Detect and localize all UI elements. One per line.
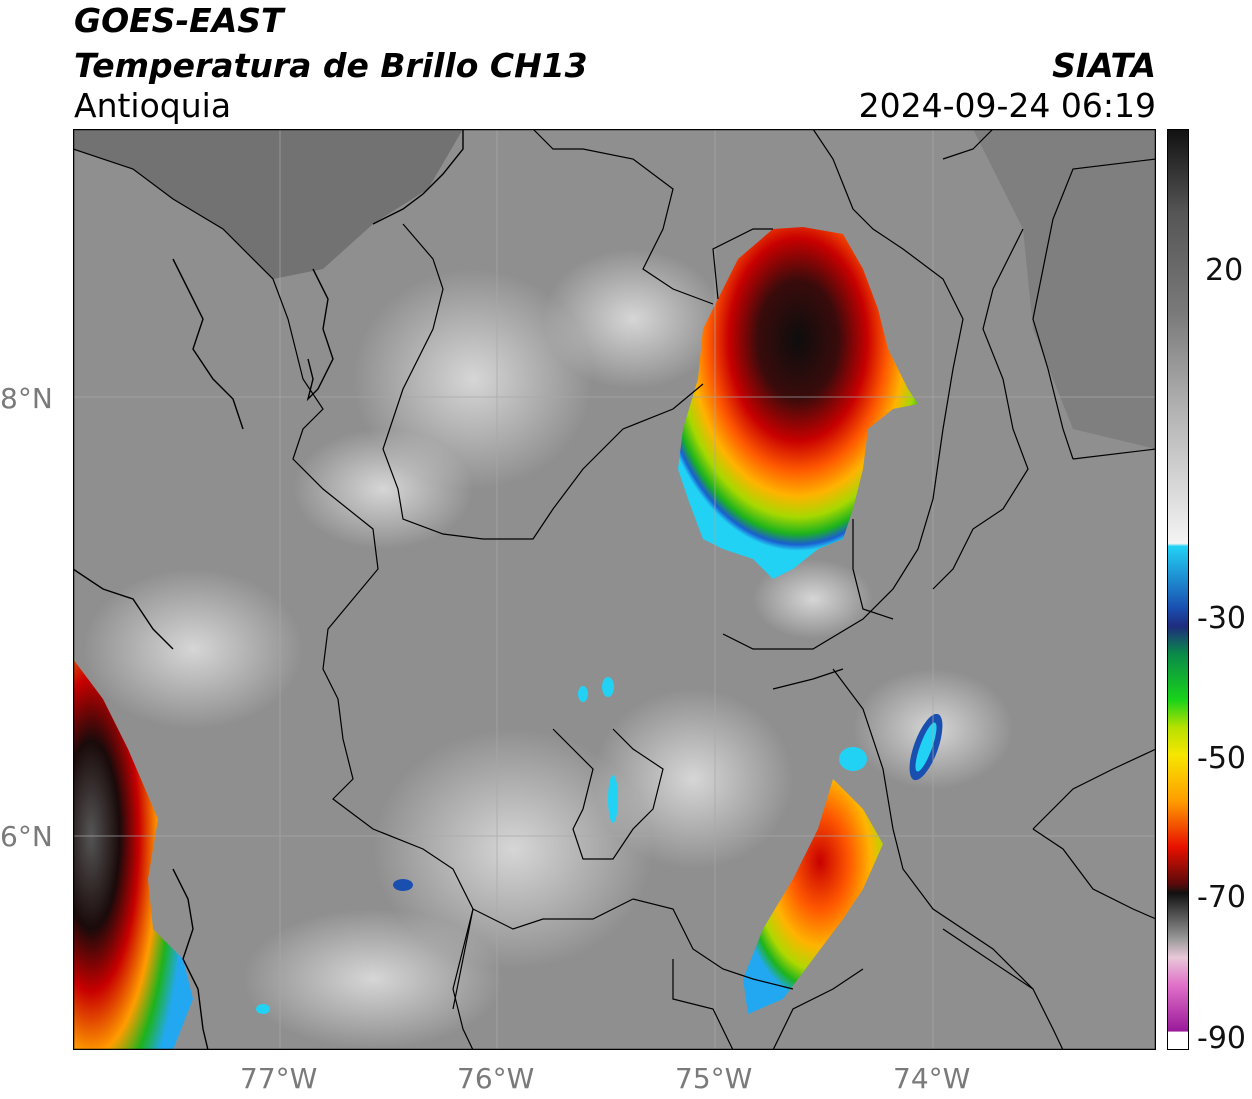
cloud-cell [915, 722, 937, 772]
lon-label-77w: 77°W [240, 1062, 318, 1095]
product-title: Temperatura de Brillo CH13 [74, 46, 588, 85]
cbar-tick-minus30: -30 [1197, 601, 1246, 636]
satellite-map [73, 129, 1156, 1050]
region-title: Antioquia [74, 86, 232, 125]
satellite-title: GOES-EAST [74, 1, 284, 40]
source-block: SIATA 2024-09-24 06:19 [859, 42, 1156, 122]
cbar-tick-20: 20 [1205, 253, 1244, 288]
lat-label-6n: 6°N [0, 820, 53, 853]
cloud-cell [608, 775, 618, 823]
map-frame [73, 129, 1156, 1050]
title-block: GOES-EAST Temperatura de Brillo CH13 Ant… [74, 0, 588, 122]
gridlines [73, 129, 1156, 1050]
storm-north [678, 227, 918, 579]
storm-west [73, 659, 193, 1050]
cloud-cell [256, 1004, 270, 1014]
coastline [73, 129, 464, 1050]
storm-southeast [743, 779, 883, 1014]
cloud-cell [578, 686, 588, 702]
ocean-area-right [973, 129, 1156, 449]
cloud-cell [602, 677, 614, 697]
cbar-tick-minus50: -50 [1197, 741, 1246, 776]
cbar-tick-minus70: -70 [1197, 880, 1246, 915]
cbar-tick-minus90: -90 [1197, 1021, 1246, 1056]
cloud-cell [839, 747, 867, 771]
datetime-label: 2024-09-24 06:19 [858, 86, 1156, 125]
lon-label-74w: 74°W [893, 1062, 971, 1095]
lon-label-76w: 76°W [457, 1062, 535, 1095]
colorbar [1167, 129, 1189, 1050]
admin-borders [73, 129, 1156, 1050]
lat-label-8n: 8°N [0, 382, 53, 415]
source-title: SIATA [1052, 46, 1156, 85]
cloud-cell [393, 879, 413, 891]
ocean-area [73, 129, 463, 279]
lon-label-75w: 75°W [675, 1062, 753, 1095]
